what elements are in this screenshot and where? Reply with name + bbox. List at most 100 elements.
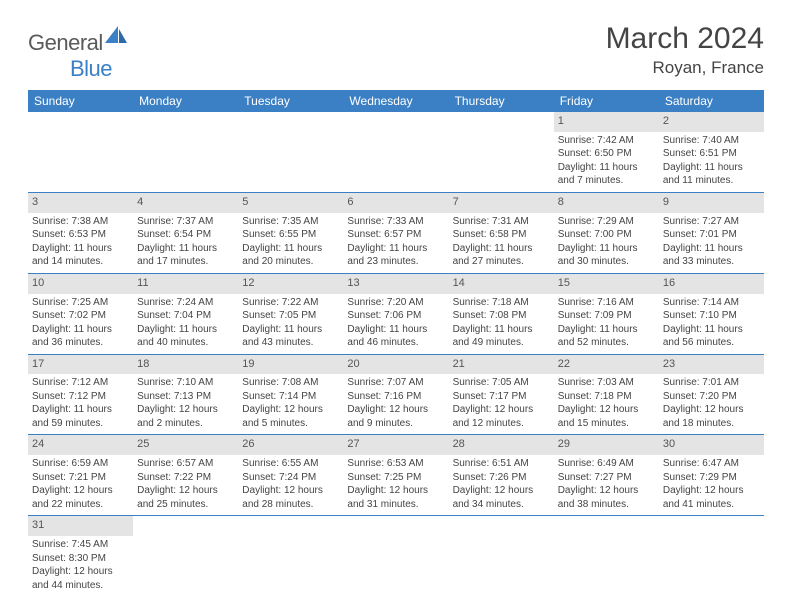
day-line: Sunrise: 7:16 AM bbox=[558, 296, 655, 310]
col-monday: Monday bbox=[133, 90, 238, 112]
day-number: 13 bbox=[343, 274, 448, 294]
day-details: Sunrise: 7:42 AMSunset: 6:50 PMDaylight:… bbox=[554, 132, 659, 192]
day-line: Daylight: 11 hours bbox=[137, 323, 234, 337]
calendar-row: 10Sunrise: 7:25 AMSunset: 7:02 PMDayligh… bbox=[28, 273, 764, 354]
logo: General bbox=[28, 26, 127, 59]
calendar-cell: 21Sunrise: 7:05 AMSunset: 7:17 PMDayligh… bbox=[449, 354, 554, 435]
day-line: Daylight: 12 hours bbox=[242, 403, 339, 417]
day-line: Daylight: 11 hours bbox=[347, 242, 444, 256]
day-details: Sunrise: 7:27 AMSunset: 7:01 PMDaylight:… bbox=[659, 213, 764, 273]
day-line: Sunrise: 7:22 AM bbox=[242, 296, 339, 310]
day-line: Sunset: 7:29 PM bbox=[663, 471, 760, 485]
day-line: Sunrise: 7:07 AM bbox=[347, 376, 444, 390]
day-line: Sunrise: 7:40 AM bbox=[663, 134, 760, 148]
calendar-cell: . bbox=[238, 112, 343, 192]
calendar-cell: 6Sunrise: 7:33 AMSunset: 6:57 PMDaylight… bbox=[343, 192, 448, 273]
calendar-cell: 13Sunrise: 7:20 AMSunset: 7:06 PMDayligh… bbox=[343, 273, 448, 354]
day-details: Sunrise: 6:53 AMSunset: 7:25 PMDaylight:… bbox=[343, 455, 448, 515]
day-number: 12 bbox=[238, 274, 343, 294]
day-line: Sunset: 6:53 PM bbox=[32, 228, 129, 242]
month-title: March 2024 bbox=[606, 22, 764, 56]
day-line: Sunset: 7:06 PM bbox=[347, 309, 444, 323]
calendar-cell: 31Sunrise: 7:45 AMSunset: 8:30 PMDayligh… bbox=[28, 516, 133, 596]
day-line: Daylight: 12 hours bbox=[137, 484, 234, 498]
day-line: Daylight: 12 hours bbox=[32, 565, 129, 579]
day-line: and 22 minutes. bbox=[32, 498, 129, 512]
day-line: and 17 minutes. bbox=[137, 255, 234, 269]
day-details: Sunrise: 7:12 AMSunset: 7:12 PMDaylight:… bbox=[28, 374, 133, 434]
day-number: 2 bbox=[659, 112, 764, 132]
col-friday: Friday bbox=[554, 90, 659, 112]
calendar-cell: 10Sunrise: 7:25 AMSunset: 7:02 PMDayligh… bbox=[28, 273, 133, 354]
day-line: Sunset: 6:54 PM bbox=[137, 228, 234, 242]
day-number: 27 bbox=[343, 435, 448, 455]
day-line: Sunset: 6:50 PM bbox=[558, 147, 655, 161]
calendar-cell: 16Sunrise: 7:14 AMSunset: 7:10 PMDayligh… bbox=[659, 273, 764, 354]
calendar-cell: 20Sunrise: 7:07 AMSunset: 7:16 PMDayligh… bbox=[343, 354, 448, 435]
day-line: Daylight: 11 hours bbox=[32, 323, 129, 337]
day-details: Sunrise: 7:16 AMSunset: 7:09 PMDaylight:… bbox=[554, 294, 659, 354]
day-number: 25 bbox=[133, 435, 238, 455]
day-line: Sunrise: 7:12 AM bbox=[32, 376, 129, 390]
day-line: Sunrise: 7:35 AM bbox=[242, 215, 339, 229]
day-line: Daylight: 11 hours bbox=[558, 242, 655, 256]
day-details: Sunrise: 6:59 AMSunset: 7:21 PMDaylight:… bbox=[28, 455, 133, 515]
calendar-cell: 9Sunrise: 7:27 AMSunset: 7:01 PMDaylight… bbox=[659, 192, 764, 273]
day-line: Sunset: 7:17 PM bbox=[453, 390, 550, 404]
day-number: 28 bbox=[449, 435, 554, 455]
day-line: Daylight: 11 hours bbox=[32, 242, 129, 256]
col-thursday: Thursday bbox=[449, 90, 554, 112]
day-line: Sunset: 7:24 PM bbox=[242, 471, 339, 485]
calendar-cell bbox=[238, 516, 343, 596]
day-line: Sunrise: 7:05 AM bbox=[453, 376, 550, 390]
col-tuesday: Tuesday bbox=[238, 90, 343, 112]
day-details: Sunrise: 7:33 AMSunset: 6:57 PMDaylight:… bbox=[343, 213, 448, 273]
day-line: and 9 minutes. bbox=[347, 417, 444, 431]
day-details: Sunrise: 7:40 AMSunset: 6:51 PMDaylight:… bbox=[659, 132, 764, 192]
day-details: Sunrise: 7:20 AMSunset: 7:06 PMDaylight:… bbox=[343, 294, 448, 354]
day-line: and 38 minutes. bbox=[558, 498, 655, 512]
day-number: 1 bbox=[554, 112, 659, 132]
day-line: Daylight: 12 hours bbox=[663, 403, 760, 417]
day-line: Daylight: 11 hours bbox=[453, 242, 550, 256]
calendar-cell: 8Sunrise: 7:29 AMSunset: 7:00 PMDaylight… bbox=[554, 192, 659, 273]
day-line: Daylight: 11 hours bbox=[663, 242, 760, 256]
day-line: Sunset: 7:18 PM bbox=[558, 390, 655, 404]
day-details: Sunrise: 6:49 AMSunset: 7:27 PMDaylight:… bbox=[554, 455, 659, 515]
day-line: and 52 minutes. bbox=[558, 336, 655, 350]
day-line: Sunset: 7:09 PM bbox=[558, 309, 655, 323]
day-line: and 18 minutes. bbox=[663, 417, 760, 431]
day-line: Sunset: 7:10 PM bbox=[663, 309, 760, 323]
day-details: Sunrise: 7:14 AMSunset: 7:10 PMDaylight:… bbox=[659, 294, 764, 354]
calendar-cell: 19Sunrise: 7:08 AMSunset: 7:14 PMDayligh… bbox=[238, 354, 343, 435]
day-details: Sunrise: 7:18 AMSunset: 7:08 PMDaylight:… bbox=[449, 294, 554, 354]
calendar-cell: . bbox=[28, 112, 133, 192]
day-number: 9 bbox=[659, 193, 764, 213]
day-line: and 59 minutes. bbox=[32, 417, 129, 431]
day-line: and 20 minutes. bbox=[242, 255, 339, 269]
day-line: Sunrise: 6:57 AM bbox=[137, 457, 234, 471]
day-line: Sunrise: 6:51 AM bbox=[453, 457, 550, 471]
calendar-cell: 1Sunrise: 7:42 AMSunset: 6:50 PMDaylight… bbox=[554, 112, 659, 192]
day-details: Sunrise: 6:55 AMSunset: 7:24 PMDaylight:… bbox=[238, 455, 343, 515]
day-line: Sunrise: 7:14 AM bbox=[663, 296, 760, 310]
calendar-cell: 25Sunrise: 6:57 AMSunset: 7:22 PMDayligh… bbox=[133, 435, 238, 516]
day-line: Sunrise: 7:45 AM bbox=[32, 538, 129, 552]
day-details: Sunrise: 7:35 AMSunset: 6:55 PMDaylight:… bbox=[238, 213, 343, 273]
day-line: and 11 minutes. bbox=[663, 174, 760, 188]
day-number: 16 bbox=[659, 274, 764, 294]
day-line: Sunrise: 7:24 AM bbox=[137, 296, 234, 310]
day-number: 8 bbox=[554, 193, 659, 213]
day-number: 20 bbox=[343, 355, 448, 375]
day-details: Sunrise: 6:47 AMSunset: 7:29 PMDaylight:… bbox=[659, 455, 764, 515]
day-line: Sunrise: 7:03 AM bbox=[558, 376, 655, 390]
calendar-cell bbox=[554, 516, 659, 596]
day-line: Sunrise: 7:01 AM bbox=[663, 376, 760, 390]
calendar-cell: 14Sunrise: 7:18 AMSunset: 7:08 PMDayligh… bbox=[449, 273, 554, 354]
day-details: Sunrise: 7:45 AMSunset: 8:30 PMDaylight:… bbox=[28, 536, 133, 596]
day-line: and 49 minutes. bbox=[453, 336, 550, 350]
day-line: Sunset: 6:55 PM bbox=[242, 228, 339, 242]
day-number: 3 bbox=[28, 193, 133, 213]
day-line: Daylight: 12 hours bbox=[32, 484, 129, 498]
day-line: and 25 minutes. bbox=[137, 498, 234, 512]
